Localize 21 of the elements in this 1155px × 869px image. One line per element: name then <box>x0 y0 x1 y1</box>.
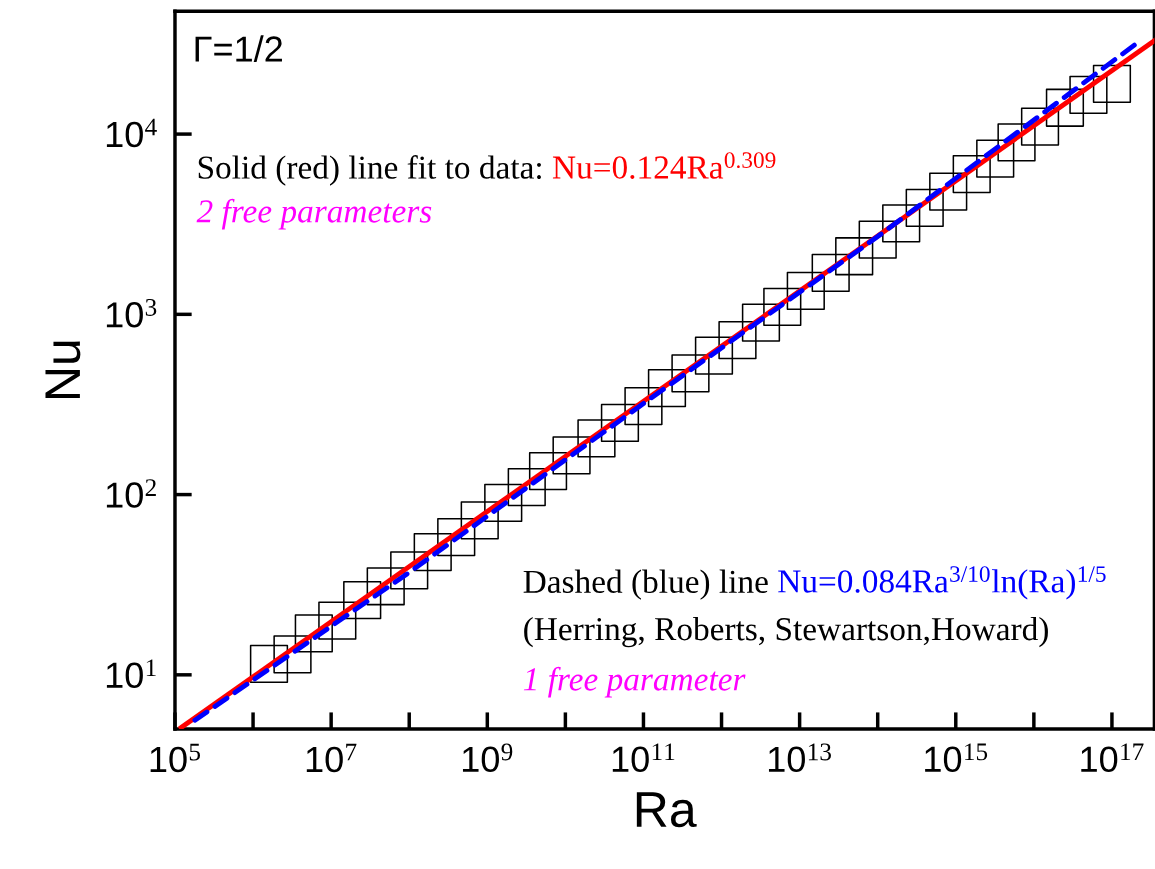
y-tick-label: 10$^{1}$ <box>106 659 156 689</box>
x-tick-label: 10$^{7}$ <box>306 743 357 773</box>
y-tick-label: 10$^{3}$ <box>106 298 157 328</box>
x-tick-label: 10$^{9}$ <box>462 743 513 773</box>
x-tick-label: 10$^{11}$ <box>612 743 675 773</box>
annotation: Solid (red) line fit to data: <box>198 155 541 186</box>
y-tick-label: 10$^{4}$ <box>106 118 157 148</box>
x-tick-label: 10$^{5}$ <box>150 743 201 773</box>
annotation: Nu=0.124Ra$^{0.309}$ <box>552 152 776 179</box>
annotation: Γ=1/2 <box>195 35 282 62</box>
annotation: 2 free parameters <box>196 198 432 230</box>
annotation: Dashed (blue) line <box>523 569 768 600</box>
y-axis-title: Nu <box>45 341 81 399</box>
annotation: Nu=0.084Ra$^{3/10}$ln(Ra)$^{1/5}$ <box>778 566 1106 600</box>
annotation: (Herring, Roberts, Stewartson,Howard) <box>524 616 1048 648</box>
x-axis-title: Ra <box>636 792 697 828</box>
annotation: 1 free parameter <box>523 666 746 698</box>
x-tick-label: 10$^{13}$ <box>768 743 831 773</box>
x-tick-label: 10$^{17}$ <box>1081 743 1144 773</box>
y-tick-label: 10$^{2}$ <box>106 479 156 508</box>
x-tick-label: 10$^{15}$ <box>925 743 988 773</box>
